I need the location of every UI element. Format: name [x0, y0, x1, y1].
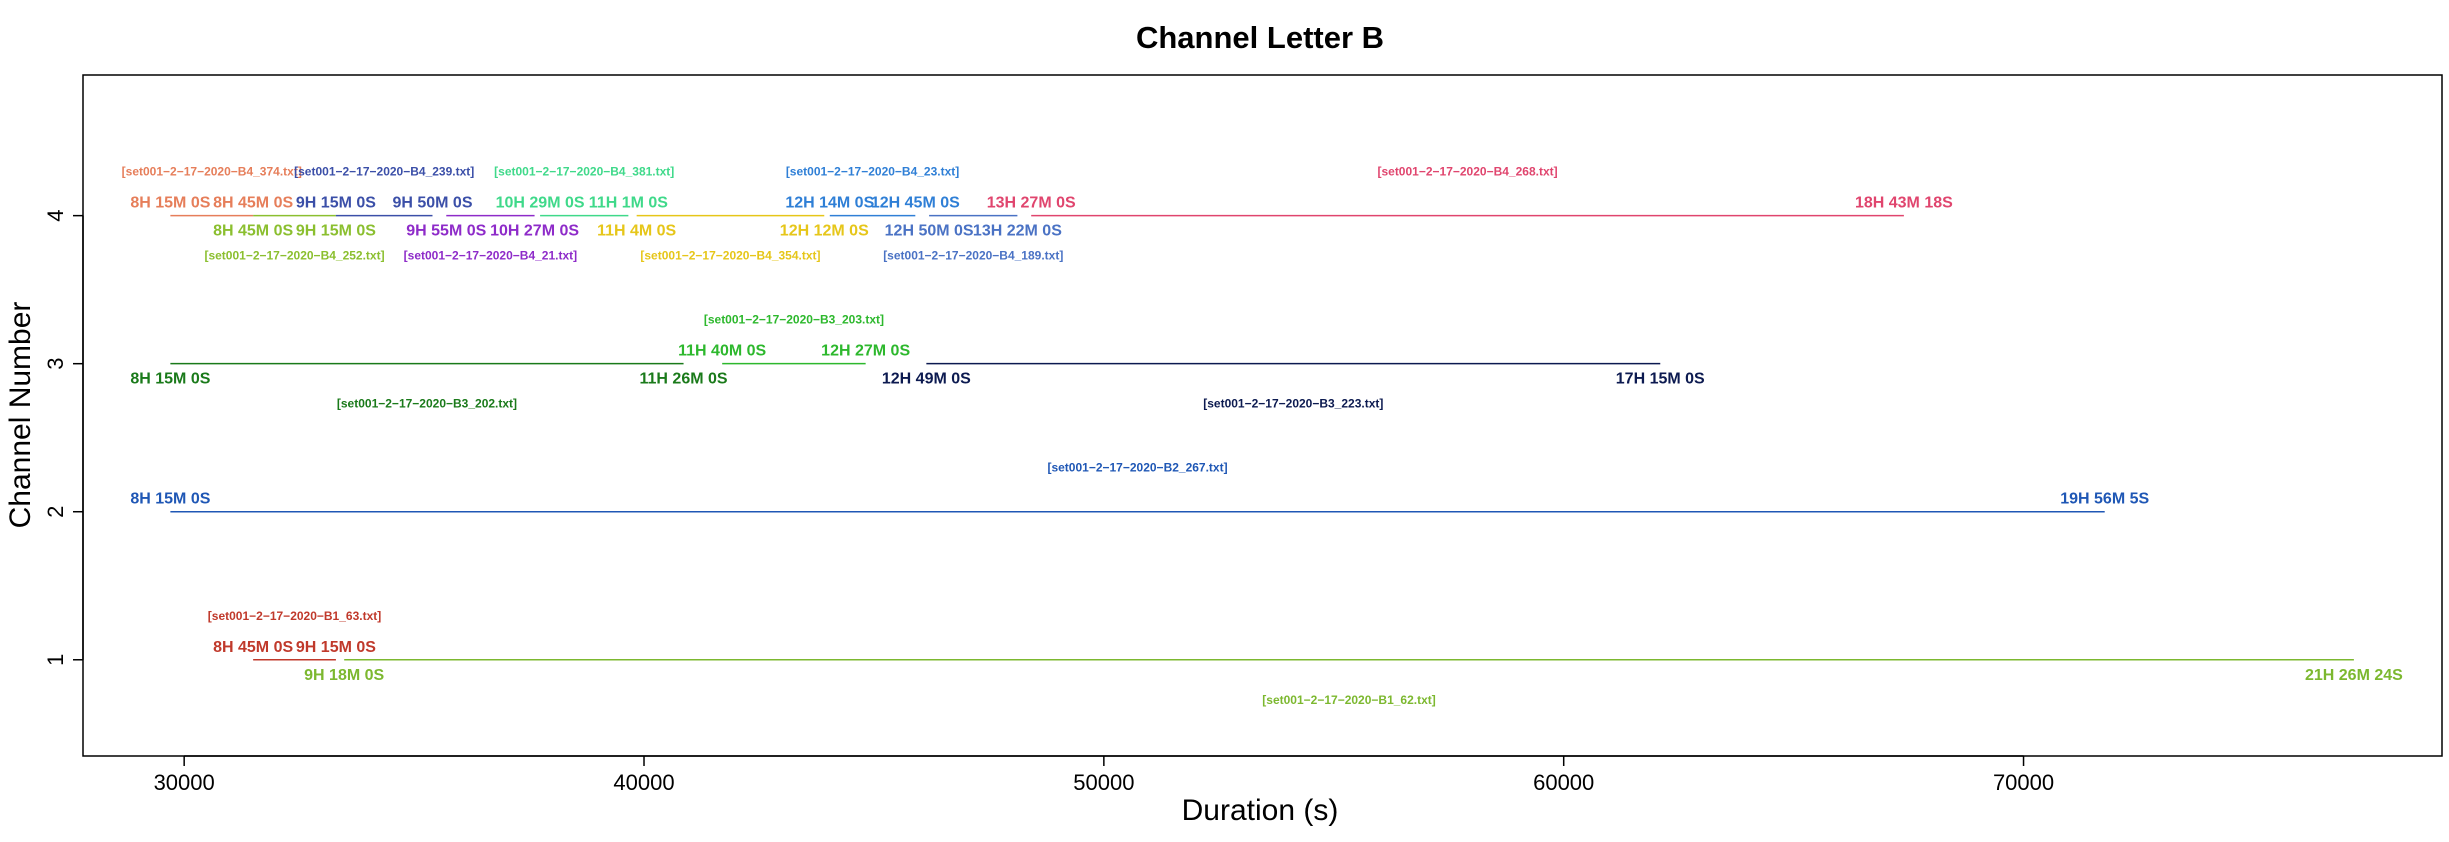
timeline-segment: 8H 15M 0S 19H 56M 5S [set001−2−17−2020−B2_…: [130, 461, 2150, 513]
segment-start-label: 11H 40M 0S: [678, 343, 766, 360]
x-tick-label: 60000: [1533, 770, 1594, 795]
timeline-segment: 8H 15M 0S 11H 26M 0S [set001−2−17−2020−B3_…: [130, 362, 728, 411]
segment-start-label: 8H 15M 0S: [130, 371, 210, 388]
segment-end-label: 12H 45M 0S: [871, 195, 960, 212]
y-tick-label: 2: [43, 506, 68, 518]
x-axis-title: Duration (s): [1182, 794, 1339, 827]
segment-file-label: [set001−2−17−2020−B4_239.txt]: [294, 165, 474, 179]
segment-start-label: 11H 4M 0S: [597, 223, 676, 240]
segment-end-label: 9H 50M 0S: [392, 195, 472, 212]
segment-file-label: [set001−2−17−2020−B4_268.txt]: [1377, 165, 1557, 179]
x-tick-label: 30000: [154, 770, 215, 795]
segment-file-label: [set001−2−17−2020−B3_223.txt]: [1203, 397, 1383, 411]
timeline-segment: 11H 40M 0S 12H 27M 0S [set001−2−17−2020−B3…: [678, 313, 910, 365]
x-tick-label: 70000: [1993, 770, 2054, 795]
timeline-segments: 9H 18M 0S 21H 26M 24S [set001−2−17−2020−B1…: [122, 165, 2403, 707]
segment-end-label: 8H 45M 0S: [213, 195, 293, 212]
segment-end-label: 12H 12M 0S: [780, 223, 869, 240]
timeline-segment: 10H 29M 0S 11H 1M 0S [set001−2−17−2020−B4_…: [494, 165, 674, 217]
segment-file-label: [set001−2−17−2020−B4_21.txt]: [404, 249, 577, 263]
segment-file-label: [set001−2−17−2020−B4_189.txt]: [883, 249, 1063, 263]
timeline-segment: 11H 4M 0S 12H 12M 0S [set001−2−17−2020−B4_…: [597, 214, 869, 263]
segment-start-label: 9H 15M 0S: [296, 195, 376, 212]
x-tick-label: 40000: [613, 770, 674, 795]
segment-file-label: [set001−2−17−2020−B3_203.txt]: [704, 313, 884, 327]
segment-start-label: 12H 49M 0S: [882, 371, 971, 388]
segment-file-label: [set001−2−17−2020−B1_63.txt]: [208, 609, 381, 623]
segment-end-label: 12H 27M 0S: [821, 343, 910, 360]
segment-start-label: 8H 45M 0S: [213, 639, 293, 656]
segment-end-label: 18H 43M 18S: [1855, 195, 1953, 212]
segment-end-label: 21H 26M 24S: [2305, 667, 2403, 684]
segment-end-label: 19H 56M 5S: [2060, 491, 2149, 508]
x-axis: 30000 40000 50000 60000 70000: [154, 755, 2054, 795]
segment-file-label: [set001−2−17−2020−B4_381.txt]: [494, 165, 674, 179]
timeline-segment: 9H 15M 0S 9H 50M 0S [set001−2−17−2020−B4_2…: [294, 165, 474, 217]
timeline-segment: 13H 27M 0S 18H 43M 18S [set001−2−17−2020−B…: [987, 165, 1953, 217]
segment-start-label: 9H 55M 0S: [406, 223, 486, 240]
segment-end-label: 11H 1M 0S: [589, 195, 668, 212]
segment-start-label: 8H 15M 0S: [130, 195, 210, 212]
segment-end-label: 11H 26M 0S: [640, 371, 728, 388]
x-tick-label: 50000: [1073, 770, 1134, 795]
segment-end-label: 9H 15M 0S: [296, 639, 376, 656]
segment-start-label: 12H 50M 0S: [885, 223, 974, 240]
timeline-segment: 8H 15M 0S 8H 45M 0S [set001−2−17−2020−B4_3…: [122, 165, 302, 217]
segment-file-label: [set001−2−17−2020−B4_252.txt]: [204, 249, 384, 263]
y-tick-label: 1: [43, 654, 68, 666]
segment-start-label: 10H 29M 0S: [496, 195, 585, 212]
segment-file-label: [set001−2−17−2020−B4_374.txt]: [122, 165, 302, 179]
segment-file-label: [set001−2−17−2020−B4_354.txt]: [640, 249, 820, 263]
segment-start-label: 12H 14M 0S: [785, 195, 874, 212]
segment-file-label: [set001−2−17−2020−B4_23.txt]: [786, 165, 959, 179]
y-tick-label: 4: [43, 210, 68, 222]
segment-start-label: 9H 18M 0S: [304, 667, 384, 684]
segment-file-label: [set001−2−17−2020−B1_62.txt]: [1262, 693, 1435, 707]
timeline-segment: 12H 49M 0S 17H 15M 0S [set001−2−17−2020−B3…: [882, 362, 1705, 411]
timeline-segment: 8H 45M 0S 9H 15M 0S [set001−2−17−2020−B4_2…: [204, 214, 385, 263]
segment-end-label: 13H 22M 0S: [973, 223, 1062, 240]
timeline-segment: 9H 55M 0S 10H 27M 0S [set001−2−17−2020−B4_…: [404, 214, 579, 263]
segment-start-label: 8H 15M 0S: [130, 491, 210, 508]
segment-start-label: 8H 45M 0S: [213, 223, 293, 240]
timeline-segment: 9H 18M 0S 21H 26M 24S [set001−2−17−2020−B1…: [304, 659, 2403, 707]
segment-start-label: 13H 27M 0S: [987, 195, 1076, 212]
chart-title: Channel Letter B: [1136, 20, 1384, 55]
segment-end-label: 17H 15M 0S: [1616, 371, 1705, 388]
y-tick-label: 3: [43, 358, 68, 370]
y-axis: 1 2 3 4: [43, 210, 84, 666]
segment-end-label: 10H 27M 0S: [490, 223, 579, 240]
timeline-segment: 12H 50M 0S 13H 22M 0S [set001−2−17−2020−B4…: [883, 214, 1063, 263]
y-axis-title: Channel Number: [4, 302, 37, 529]
segment-end-label: 9H 15M 0S: [296, 223, 376, 240]
segment-file-label: [set001−2−17−2020−B2_267.txt]: [1047, 461, 1227, 475]
timeline-segment: 8H 45M 0S 9H 15M 0S [set001−2−17−2020−B1_6…: [208, 609, 381, 661]
segment-file-label: [set001−2−17−2020−B3_202.txt]: [337, 397, 517, 411]
